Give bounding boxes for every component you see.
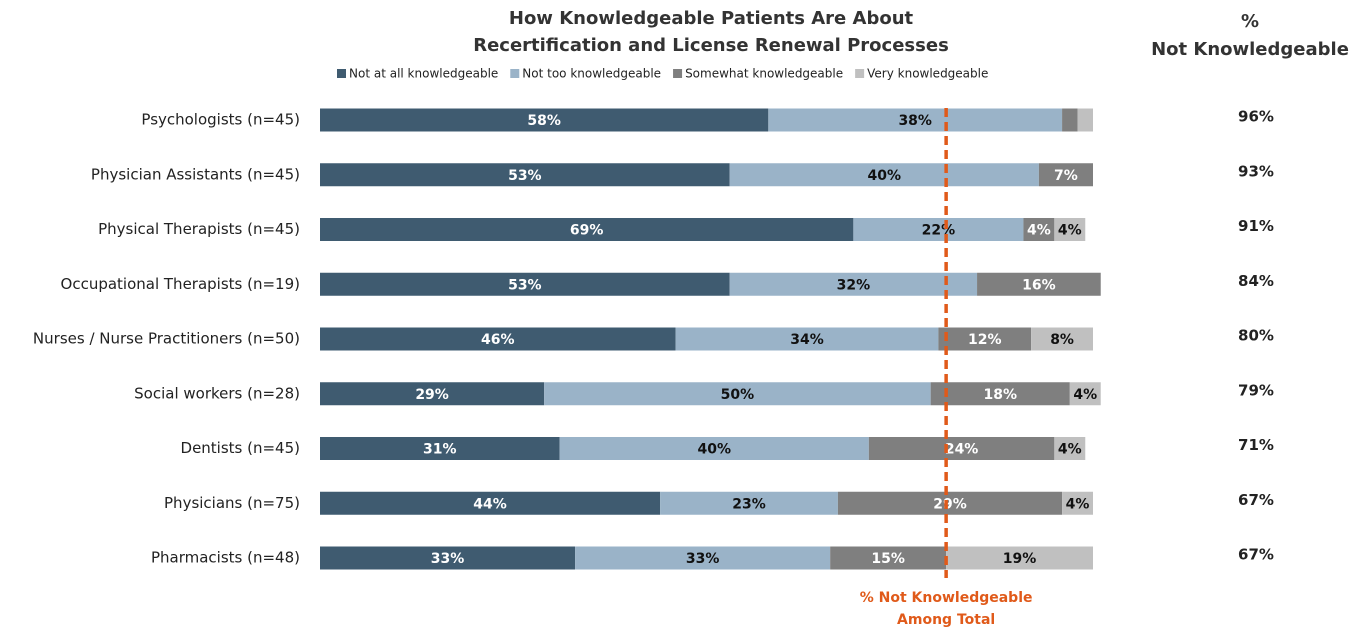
side-value: 67%: [1238, 546, 1274, 564]
bar-segment: [837, 491, 1063, 515]
legend-swatch: [673, 69, 683, 78]
bar-segment: [544, 382, 931, 406]
bar-segment: [320, 491, 661, 515]
data-label: 15%: [871, 551, 905, 567]
bar-segment: [320, 437, 560, 460]
bar-segment: [320, 272, 730, 296]
bar-segment: [320, 108, 769, 132]
bar-segment: [768, 108, 1063, 132]
bar-segment: [1069, 382, 1101, 406]
data-label: 16%: [1022, 277, 1056, 293]
data-label: 38%: [898, 113, 932, 129]
category-label: Physical Therapists (n=45): [98, 220, 300, 238]
data-label: 53%: [508, 277, 542, 293]
data-label: 33%: [686, 551, 720, 567]
data-label: 4%: [1058, 223, 1082, 239]
bar-segment: [1054, 437, 1086, 460]
bar-segment: [729, 272, 978, 296]
data-label: 50%: [721, 387, 755, 403]
data-label: 24%: [945, 442, 979, 458]
data-label: 33%: [431, 551, 465, 567]
data-label: 4%: [1066, 496, 1090, 512]
bar-segment: [930, 382, 1070, 406]
bar-segment: [1062, 108, 1078, 132]
chart-title: How Knowledgeable Patients Are About: [509, 8, 914, 29]
bar-segment: [830, 546, 947, 570]
side-value: 67%: [1238, 491, 1274, 509]
category-label: Nurses / Nurse Practitioners (n=50): [33, 330, 300, 348]
data-label: 29%: [415, 387, 449, 403]
category-label: Pharmacists (n=48): [151, 549, 300, 567]
side-value: 96%: [1238, 108, 1274, 126]
side-value: 93%: [1238, 162, 1274, 180]
bar-segment: [938, 327, 1032, 351]
bar-segment: [1077, 108, 1093, 132]
bar-segment: [1031, 327, 1093, 351]
data-label: 23%: [732, 496, 766, 512]
data-label: 46%: [481, 332, 515, 348]
data-label: 31%: [423, 442, 457, 458]
data-label: 40%: [868, 168, 902, 184]
data-label: 18%: [983, 387, 1017, 403]
category-label: Psychologists (n=45): [141, 111, 300, 129]
side-value: 79%: [1238, 381, 1274, 399]
bar-segment: [320, 327, 676, 351]
bar-segment: [1023, 218, 1055, 241]
bar-segment: [559, 437, 869, 460]
side-value: 91%: [1238, 217, 1274, 235]
data-label: 34%: [790, 332, 824, 348]
reference-label: % Not Knowledgeable: [860, 590, 1033, 606]
data-label: 40%: [697, 442, 731, 458]
data-label: 29%: [933, 496, 967, 512]
category-label: Social workers (n=28): [134, 384, 300, 402]
bar-segment: [320, 163, 730, 187]
bar-segment: [946, 546, 1093, 570]
side-value: 84%: [1238, 272, 1274, 290]
bar-segment: [320, 546, 576, 570]
bar-segment: [320, 382, 545, 406]
legend-swatch: [855, 69, 865, 78]
legend-label: Not at all knowledgeable: [349, 67, 498, 81]
data-label: 69%: [570, 223, 604, 239]
bar-segment: [1054, 218, 1086, 241]
side-title: %: [1241, 11, 1259, 32]
reference-label: Among Total: [897, 612, 995, 628]
bar-segment: [660, 491, 838, 515]
bar-segment: [675, 327, 939, 351]
bar-segment: [1062, 491, 1093, 515]
data-label: 53%: [508, 168, 542, 184]
data-label: 12%: [968, 332, 1002, 348]
bar-segment: [729, 163, 1039, 187]
category-label: Dentists (n=45): [181, 439, 300, 457]
legend-swatch: [510, 69, 520, 78]
data-label: 4%: [1058, 442, 1082, 458]
category-label: Occupational Therapists (n=19): [61, 275, 300, 293]
data-label: 19%: [1003, 551, 1037, 567]
legend-label: Not too knowledgeable: [522, 67, 661, 81]
data-label: 8%: [1050, 332, 1074, 348]
category-label: Physicians (n=75): [164, 494, 300, 512]
legend-label: Somewhat knowledgeable: [685, 67, 843, 81]
legend-swatch: [337, 69, 346, 78]
data-label: 4%: [1073, 387, 1097, 403]
bar-segment: [320, 218, 854, 241]
side-value: 71%: [1238, 436, 1274, 454]
data-label: 44%: [473, 496, 507, 512]
side-title: Not Knowledgeable: [1151, 39, 1349, 60]
data-label: 7%: [1054, 168, 1078, 184]
category-label: Physician Assistants (n=45): [91, 165, 300, 183]
bar-segment: [977, 272, 1101, 296]
bar-segment: [575, 546, 831, 570]
bar-segment: [1038, 163, 1093, 187]
bar-segment: [853, 218, 1024, 241]
data-label: 58%: [527, 113, 561, 129]
legend-label: Very knowledgeable: [867, 67, 988, 81]
data-label: 22%: [922, 223, 956, 239]
side-value: 80%: [1238, 327, 1274, 345]
data-label: 32%: [837, 277, 871, 293]
data-label: 4%: [1027, 223, 1051, 239]
chart-title: Recertification and License Renewal Proc…: [473, 35, 949, 56]
bar-segment: [868, 437, 1055, 460]
